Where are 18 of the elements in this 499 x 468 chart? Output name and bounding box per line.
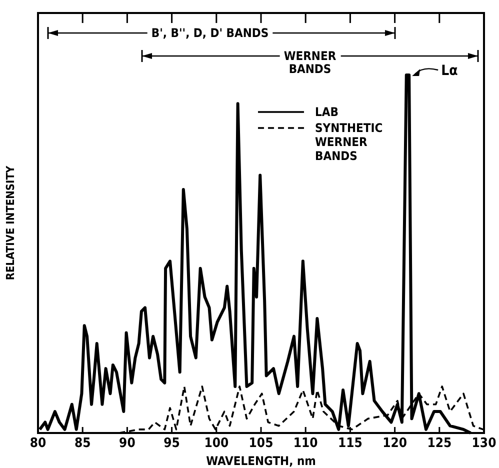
- x-tick-label: 95: [164, 436, 180, 452]
- x-tick-label: 125: [427, 436, 452, 452]
- x-tick-label: 80: [30, 436, 46, 452]
- legend-label: SYNTHETIC WERNER BANDS: [315, 121, 383, 163]
- annotation: WERNER BANDS: [284, 49, 337, 76]
- x-axis-title: WAVELENGTH, nm: [206, 454, 316, 468]
- legend-label: LAB: [315, 105, 338, 119]
- y-axis-title: RELATIVE INTENSITY: [4, 165, 17, 280]
- x-tick-label: 120: [382, 436, 408, 452]
- x-tick-label: 130: [472, 436, 496, 452]
- x-tick-label: 85: [74, 436, 91, 452]
- x-tick-label: 105: [248, 436, 274, 452]
- x-tick-label: 115: [338, 436, 362, 452]
- annotation: Lα: [441, 63, 458, 79]
- text: B', B'', D, D' BANDS: [151, 26, 269, 40]
- x-tick-label: 90: [119, 436, 136, 452]
- x-tick-label: 110: [293, 436, 318, 452]
- x-tick-label: 100: [204, 436, 229, 452]
